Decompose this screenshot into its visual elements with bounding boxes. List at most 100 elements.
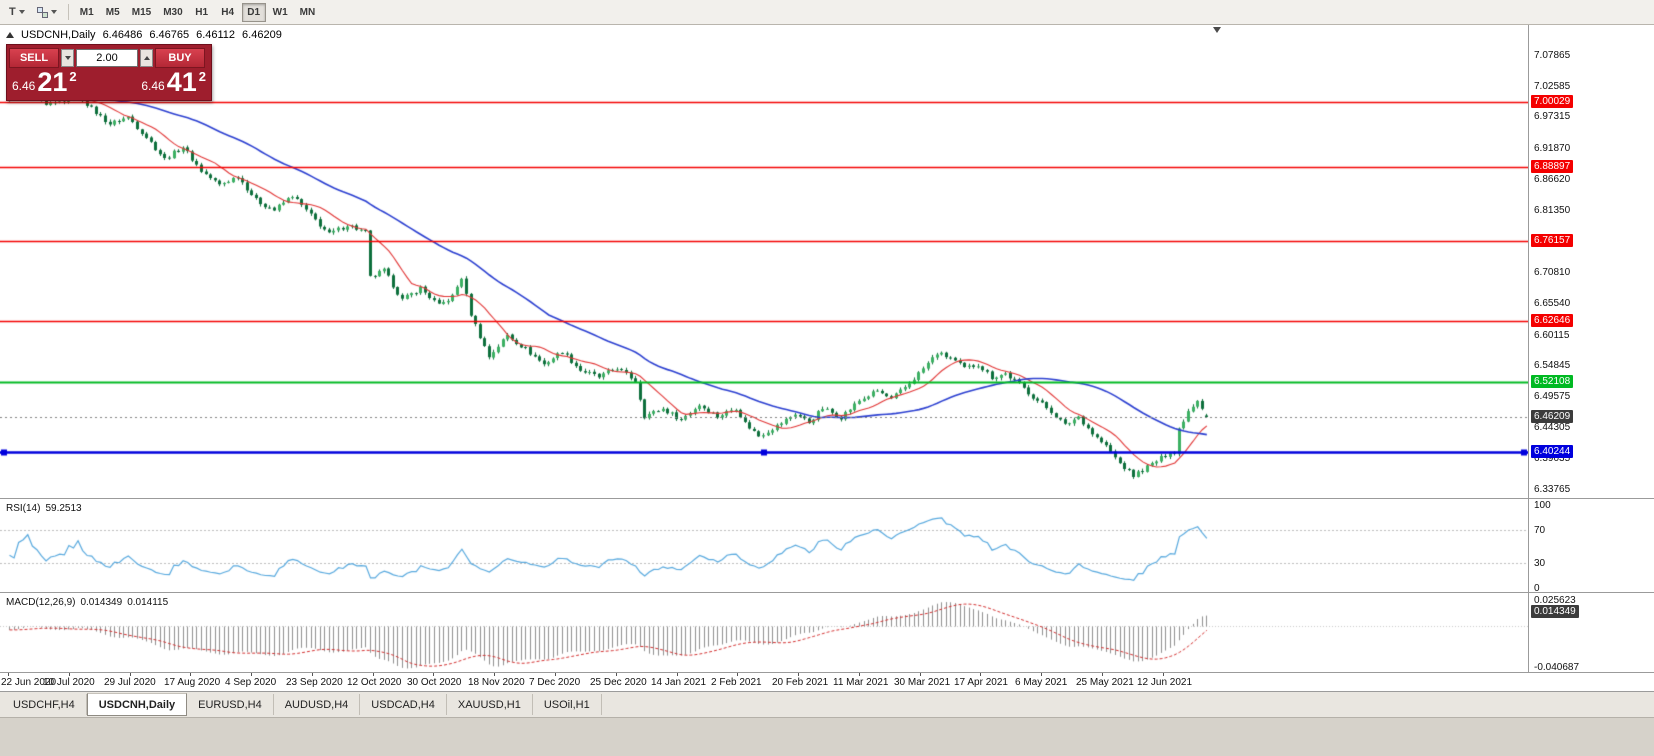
date-axis-tick — [373, 673, 374, 676]
price-axis-tick: 6.33765 — [1534, 484, 1571, 496]
objects-button[interactable] — [31, 2, 63, 22]
macd-pane-canvas[interactable] — [0, 593, 1528, 672]
date-axis-label: 12 Oct 2020 — [347, 677, 402, 688]
chevron-down-icon — [18, 10, 25, 14]
price-axis-tick: 6.81350 — [1534, 205, 1571, 217]
pane-splitter-rsi[interactable] — [0, 498, 1654, 499]
timeframe-button-h4[interactable]: H4 — [221, 6, 235, 18]
volume-decrease-button[interactable] — [61, 49, 74, 67]
price-axis-tick: 6.54845 — [1534, 360, 1571, 372]
timeframe-button-h1[interactable]: H1 — [195, 6, 209, 18]
macd-name: MACD(12,26,9) — [6, 597, 76, 608]
rsi-label: RSI(14) 59.2513 — [6, 503, 87, 514]
price-level-label: 6.62646 — [1531, 313, 1574, 327]
volume-increase-button[interactable] — [140, 49, 153, 67]
rsi-value: 59.2513 — [45, 503, 82, 514]
macd-label: MACD(12,26,9) 0.014349 0.014115 — [6, 597, 173, 608]
date-axis-tick — [433, 673, 434, 676]
ask-price[interactable]: 6.46 41 2 — [141, 67, 206, 97]
ohlc-high: 6.46765 — [149, 29, 190, 41]
volume-input[interactable] — [76, 49, 138, 67]
rsi-axis-tick: 100 — [1534, 500, 1551, 511]
objects-icon — [36, 6, 48, 18]
chart-type-icon: T — [9, 6, 16, 18]
ohlc-open: 6.46486 — [102, 29, 143, 41]
price-axis-tick: 6.65540 — [1534, 297, 1571, 309]
price-axis-tick: 7.02585 — [1534, 80, 1571, 92]
chart-tab-usdchf-h4[interactable]: USDCHF,H4 — [2, 694, 87, 715]
date-axis-tick — [555, 673, 556, 676]
macd-axis-tick: -0.040687 — [1534, 662, 1580, 672]
macd-value-main: 0.014349 — [80, 597, 123, 608]
price-axis: 7.07865 7.02585 6.97315 6.91870 6.86620 6.813… — [1529, 25, 1654, 672]
price-axis-border — [1528, 25, 1529, 672]
pane-splitter-macd[interactable] — [0, 592, 1654, 593]
timeframe-button-w1[interactable]: W1 — [272, 6, 288, 18]
rsi-axis-tick: 30 — [1534, 558, 1546, 570]
status-bar — [0, 717, 1654, 756]
rsi-axis-tick: 0 — [1534, 583, 1540, 594]
date-axis-tick — [1041, 673, 1042, 676]
timeframe-group: M1 M5 M15 M30 H1 H4 D1 W1 MN — [74, 2, 321, 22]
ask-price-big: 41 — [166, 67, 197, 97]
chart-tab-bar: USDCHF,H4 USDCNH,Daily EURUSD,H4 AUDUSD,H4 U… — [0, 691, 1654, 717]
price-axis-tick: 6.44305 — [1534, 422, 1571, 434]
time-axis: 22 Jun 2020 10 Jul 2020 29 Jul 2020 17 Aug … — [0, 672, 1654, 691]
date-axis-tick — [677, 673, 678, 676]
date-axis-label: 12 Jun 2021 — [1137, 677, 1193, 688]
price-level-label: 7.00029 — [1531, 94, 1574, 108]
date-axis-tick — [8, 673, 9, 676]
ask-price-sup: 2 — [198, 69, 206, 84]
date-axis-label: 7 Dec 2020 — [529, 677, 581, 688]
date-axis-label: 2 Feb 2021 — [711, 677, 762, 688]
toolbar-separator — [67, 4, 69, 20]
current-price-label: 6.46209 — [1531, 410, 1574, 424]
bid-price-sup: 2 — [69, 69, 77, 84]
date-axis-label: 25 Dec 2020 — [590, 677, 647, 688]
date-axis-tick — [190, 673, 191, 676]
timeframe-button-m30[interactable]: M30 — [163, 6, 183, 18]
chart-area: USDCNH,Daily 6.46486 6.46765 6.46112 6.4… — [0, 25, 1654, 691]
date-axis-tick — [251, 673, 252, 676]
rsi-pane-canvas[interactable] — [0, 499, 1528, 593]
date-axis-tick — [69, 673, 70, 676]
chart-tab-usdcad-h4[interactable]: USDCAD,H4 — [360, 694, 447, 715]
bid-price[interactable]: 6.46 21 2 — [12, 69, 77, 96]
timeframe-button-m5[interactable]: M5 — [105, 6, 120, 18]
date-axis-label: 20 Feb 2021 — [772, 677, 829, 688]
date-axis-label: 17 Aug 2020 — [164, 677, 221, 688]
timeframe-button-d1[interactable]: D1 — [241, 2, 266, 22]
chart-shift-marker — [1213, 27, 1221, 33]
price-level-label: 6.52108 — [1531, 375, 1574, 389]
date-axis-tick — [737, 673, 738, 676]
price-axis-tick: 6.49575 — [1534, 391, 1571, 403]
date-axis-label: 25 May 2021 — [1076, 677, 1134, 688]
chart-tab-xauusd-h1[interactable]: XAUUSD,H1 — [447, 694, 533, 715]
chart-tab-audusd-h4[interactable]: AUDUSD,H4 — [274, 694, 361, 715]
chart-tab-usoil-h1[interactable]: USOil,H1 — [533, 694, 602, 715]
sell-button[interactable]: SELL — [9, 48, 59, 68]
date-axis-tick — [130, 673, 131, 676]
macd-value-signal: 0.014115 — [127, 597, 169, 608]
chart-tab-eurusd-h4[interactable]: EURUSD,H4 — [187, 694, 274, 715]
buy-button[interactable]: BUY — [155, 48, 205, 68]
date-axis-label: 6 May 2021 — [1015, 677, 1068, 688]
rsi-axis-tick: 70 — [1534, 524, 1546, 536]
ask-price-small: 6.46 — [141, 79, 165, 93]
date-axis-label: 11 Mar 2021 — [833, 677, 889, 688]
timeframe-button-m1[interactable]: M1 — [79, 6, 94, 18]
price-pane-canvas[interactable] — [0, 25, 1528, 499]
price-axis-tick: 7.07865 — [1534, 49, 1571, 61]
chart-type-button[interactable]: T — [3, 2, 31, 22]
price-axis-tick: 6.91870 — [1534, 143, 1571, 155]
one-click-collapse-icon[interactable] — [6, 32, 14, 38]
timeframe-button-mn[interactable]: MN — [299, 6, 316, 18]
chart-tab-usdcnh-daily[interactable]: USDCNH,Daily — [86, 693, 188, 716]
date-axis-label: 10 Jul 2020 — [43, 677, 95, 688]
timeframe-button-m15[interactable]: M15 — [131, 6, 152, 18]
date-axis-label: 18 Nov 2020 — [468, 677, 525, 688]
date-axis-label: 17 Apr 2021 — [954, 677, 1008, 688]
price-axis-tick: 6.60115 — [1534, 329, 1570, 341]
date-axis-label: 4 Sep 2020 — [225, 677, 277, 688]
date-axis-label: 29 Jul 2020 — [104, 677, 156, 688]
